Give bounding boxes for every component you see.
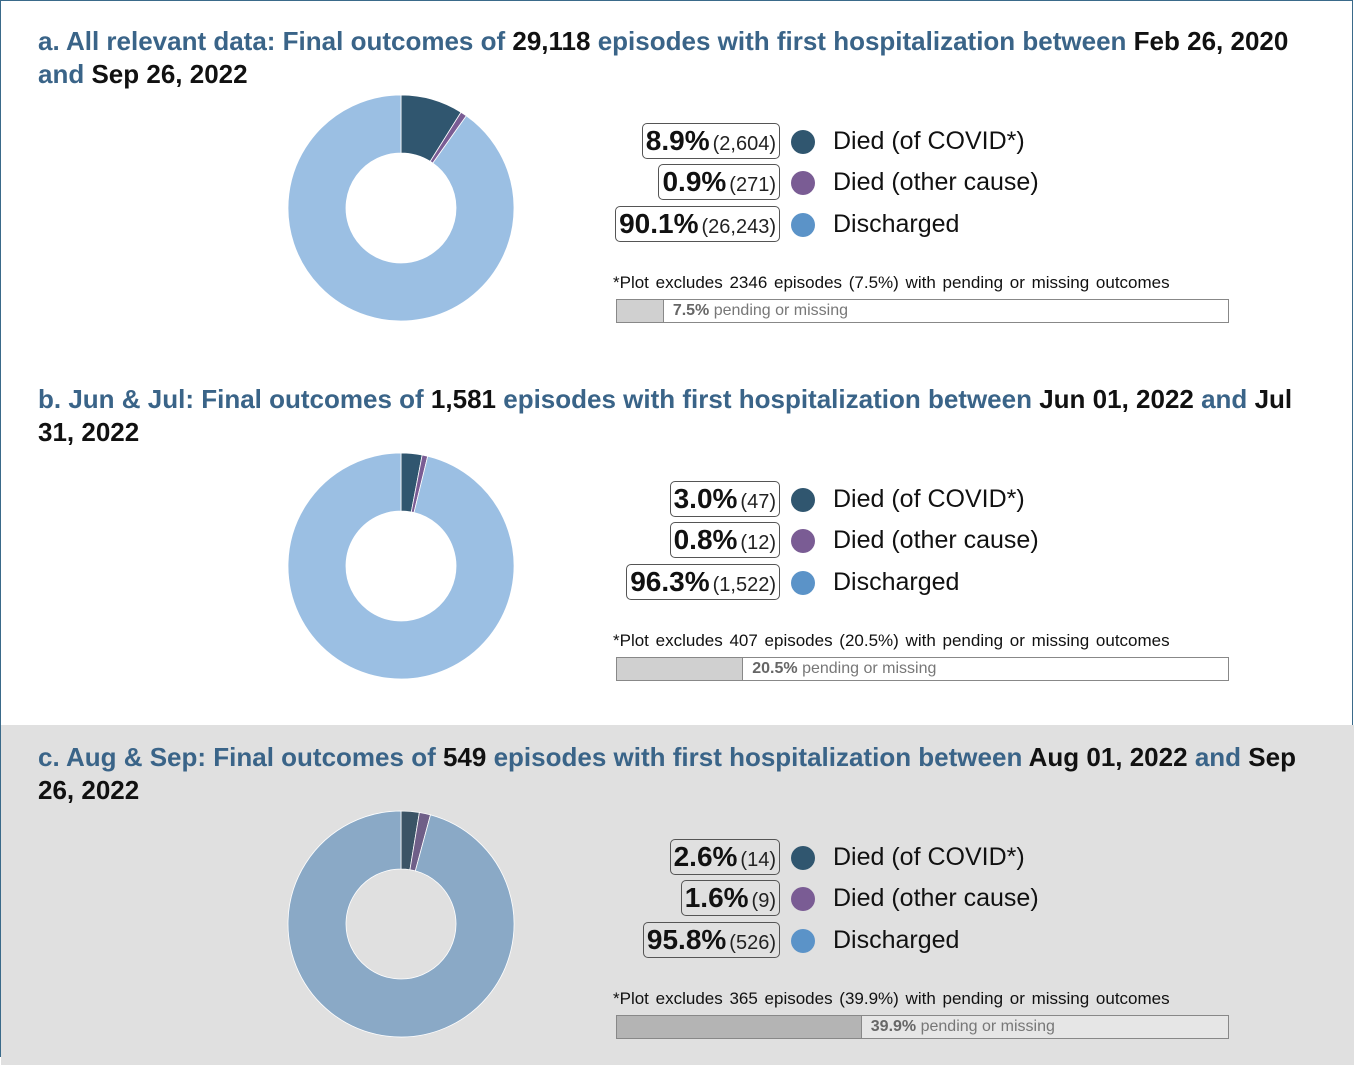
pending-text: 7.5% pending or missing <box>673 302 848 320</box>
percent-label: 1.6% <box>684 882 749 913</box>
legend-dot <box>791 929 815 953</box>
panel-title: c. Aug & Sep: Final outcomes of 549 epis… <box>38 741 1328 807</box>
percent-label: 3.0% <box>673 483 738 514</box>
value-badge: 0.8% (12) <box>669 522 780 558</box>
percent-label: 90.1% <box>619 208 699 239</box>
percent-label: 95.8% <box>646 924 727 955</box>
count-label: (47) <box>740 491 776 513</box>
exclusion-note: *Plot excludes 2346 episodes (7.5%) with… <box>613 273 1170 292</box>
percent-label: 0.9% <box>662 166 727 197</box>
legend-label: Died (of COVID*) <box>833 843 1025 871</box>
value-badge: 0.9% (271) <box>658 164 780 200</box>
donut-slice <box>287 452 515 680</box>
title-part: and <box>1194 742 1242 772</box>
pending-text: 39.9% pending or missing <box>871 1018 1055 1036</box>
title-part: a. All relevant data: Final outcomes of <box>38 26 506 56</box>
panel: b. Jun & Jul: Final outcomes of 1,581 ep… <box>1 367 1354 725</box>
legend-dot <box>791 130 815 154</box>
count-label: (9) <box>751 890 776 912</box>
percent-label: 0.8% <box>673 524 738 555</box>
value-badge: 95.8% (526) <box>642 922 780 958</box>
count-label: (26,243) <box>701 216 777 238</box>
exclusion-note: *Plot excludes 407 episodes (20.5%) with… <box>613 631 1170 650</box>
percent-label: 8.9% <box>645 125 710 156</box>
panel-title: a. All relevant data: Final outcomes of … <box>38 25 1328 91</box>
title-part: Jun 01, 2022 <box>1039 384 1194 414</box>
legend-label: Discharged <box>833 568 960 596</box>
pending-caption: pending or missing <box>713 302 849 319</box>
panel: c. Aug & Sep: Final outcomes of 549 epis… <box>1 725 1354 1065</box>
donut-slice <box>287 810 515 1038</box>
legend-dot <box>791 846 815 870</box>
pending-fill <box>617 300 664 322</box>
legend-label: Died (other cause) <box>833 168 1039 196</box>
pending-percent: 20.5% <box>752 660 798 677</box>
title-part: b. Jun & Jul: Final outcomes of <box>38 384 424 414</box>
count-label: (526) <box>729 932 776 954</box>
donut-chart <box>287 810 515 1038</box>
legend-label: Died (of COVID*) <box>833 485 1025 513</box>
pending-text: 20.5% pending or missing <box>752 660 936 678</box>
count-label: (14) <box>740 849 776 871</box>
exclusion-note: *Plot excludes 365 episodes (39.9%) with… <box>613 989 1170 1008</box>
pending-percent: 39.9% <box>870 1018 917 1035</box>
title-part: and <box>38 59 85 89</box>
title-part: Sep 26, 2022 <box>91 59 248 89</box>
donut-slice <box>287 94 515 322</box>
percent-label: 2.6% <box>673 841 738 872</box>
title-part: episodes with first hospitalization betw… <box>493 742 1023 772</box>
pending-bar: 20.5% pending or missing <box>616 657 1229 681</box>
value-badge: 3.0% (47) <box>669 481 780 517</box>
legend-dot <box>791 571 815 595</box>
pending-bar: 7.5% pending or missing <box>616 299 1229 323</box>
value-badge: 2.6% (14) <box>669 839 780 875</box>
pending-fill <box>617 658 744 680</box>
value-badge: 90.1% (26,243) <box>615 206 780 242</box>
legend-label: Discharged <box>833 926 960 954</box>
title-part: and <box>1201 384 1248 414</box>
legend-label: Died (of COVID*) <box>833 127 1025 155</box>
count-label: (1,522) <box>712 574 776 596</box>
pending-caption: pending or missing <box>920 1018 1055 1035</box>
title-part: Sep 26, 2022 <box>38 742 1296 805</box>
pending-caption: pending or missing <box>802 660 937 677</box>
panel-title: b. Jun & Jul: Final outcomes of 1,581 ep… <box>38 383 1328 449</box>
legend-label: Died (other cause) <box>833 884 1039 912</box>
title-part: Aug 01, 2022 <box>1028 742 1188 772</box>
count-label: (271) <box>729 174 776 196</box>
pending-fill <box>617 1016 862 1038</box>
count-label: (12) <box>740 532 776 554</box>
panel: a. All relevant data: Final outcomes of … <box>1 9 1354 367</box>
legend-dot <box>791 171 815 195</box>
value-badge: 8.9% (2,604) <box>641 123 780 159</box>
pending-percent: 7.5% <box>672 302 710 319</box>
value-badge: 96.3% (1,522) <box>626 564 780 600</box>
legend-dot <box>791 213 815 237</box>
percent-label: 96.3% <box>630 566 710 597</box>
legend-dot <box>791 529 815 553</box>
pending-bar: 39.9% pending or missing <box>616 1015 1229 1039</box>
count-label: (2,604) <box>712 133 776 155</box>
title-part: Jul 31, 2022 <box>38 384 1293 447</box>
title-part: 549 <box>442 742 487 772</box>
legend-label: Discharged <box>833 210 960 238</box>
donut-chart <box>287 94 515 322</box>
title-part: 1,581 <box>430 384 496 414</box>
title-part: 29,118 <box>512 26 591 56</box>
value-badge: 1.6% (9) <box>680 880 780 916</box>
title-part: Feb 26, 2020 <box>1133 26 1289 56</box>
title-part: episodes with first hospitalization betw… <box>597 26 1127 56</box>
legend-label: Died (other cause) <box>833 526 1039 554</box>
donut-chart <box>287 452 515 680</box>
legend-dot <box>791 488 815 512</box>
title-part: c. Aug & Sep: Final outcomes of <box>38 742 436 772</box>
legend-dot <box>791 887 815 911</box>
title-part: episodes with first hospitalization betw… <box>503 384 1032 414</box>
